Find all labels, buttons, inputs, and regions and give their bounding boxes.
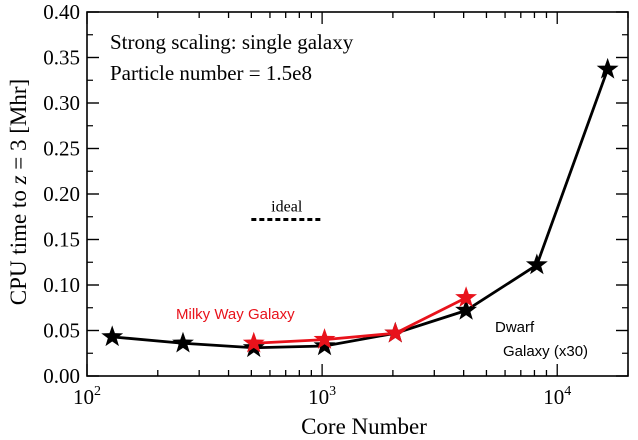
y-tick-label: 0.20 [43, 182, 80, 206]
series-point-dwarf [172, 331, 194, 353]
series-line-dwarf [112, 68, 609, 350]
x-axis-label: Core Number [301, 414, 427, 439]
x-tick-label: 103 [308, 384, 336, 409]
x-tick-label: 102 [73, 384, 101, 409]
y-tick-label: 0.35 [43, 46, 80, 70]
series-point-dwarf [455, 298, 478, 320]
series-line-milky-way [253, 296, 467, 345]
series-point-milky-way [242, 331, 265, 353]
legend-label-milky-way: Milky Way Galaxy [176, 306, 295, 323]
x-tick-labels: 102 103 104 [73, 384, 571, 409]
series-point-milky-way [313, 328, 336, 349]
y-axis-label: CPU time to z = 3 [Mhr] [6, 79, 31, 305]
y-axis-label-part-1: CPU time to [6, 184, 31, 305]
axis-ticks [86, 11, 629, 377]
y-tick-label: 0.25 [43, 137, 80, 161]
series-point-dwarf [101, 325, 124, 347]
series-lines [112, 68, 609, 350]
chart-title-line-2: Particle number = 1.5e8 [110, 61, 312, 85]
legend-label-dwarf-line-1: Dwarf [495, 319, 535, 336]
series-point-milky-way [384, 321, 407, 343]
chart-title-line-1: Strong scaling: single galaxy [110, 30, 354, 54]
series-markers [101, 57, 619, 358]
series-point-dwarf [525, 253, 548, 275]
series-point-milky-way [455, 286, 478, 308]
y-tick-label: 0.15 [43, 228, 80, 252]
ideal-label: ideal [271, 198, 303, 215]
series-point-dwarf [596, 57, 619, 79]
y-tick-label: 0.05 [43, 319, 80, 343]
y-tick-label: 0.30 [43, 91, 80, 115]
legend-label-dwarf-line-2: Galaxy (x30) [503, 343, 588, 360]
y-tick-label: 0.10 [43, 273, 80, 297]
series-point-dwarf [313, 334, 336, 356]
y-axis-label-part-2: = 3 [Mhr] [6, 79, 31, 176]
y-axis-label-variable: z [6, 175, 31, 185]
y-tick-label: 0.40 [43, 0, 80, 24]
x-tick-label: 104 [543, 384, 571, 409]
y-tick-labels: 0.00 0.05 0.10 0.15 0.20 0.25 0.30 0.35 0.40 [43, 0, 80, 388]
y-tick-label: 0.00 [43, 364, 80, 388]
